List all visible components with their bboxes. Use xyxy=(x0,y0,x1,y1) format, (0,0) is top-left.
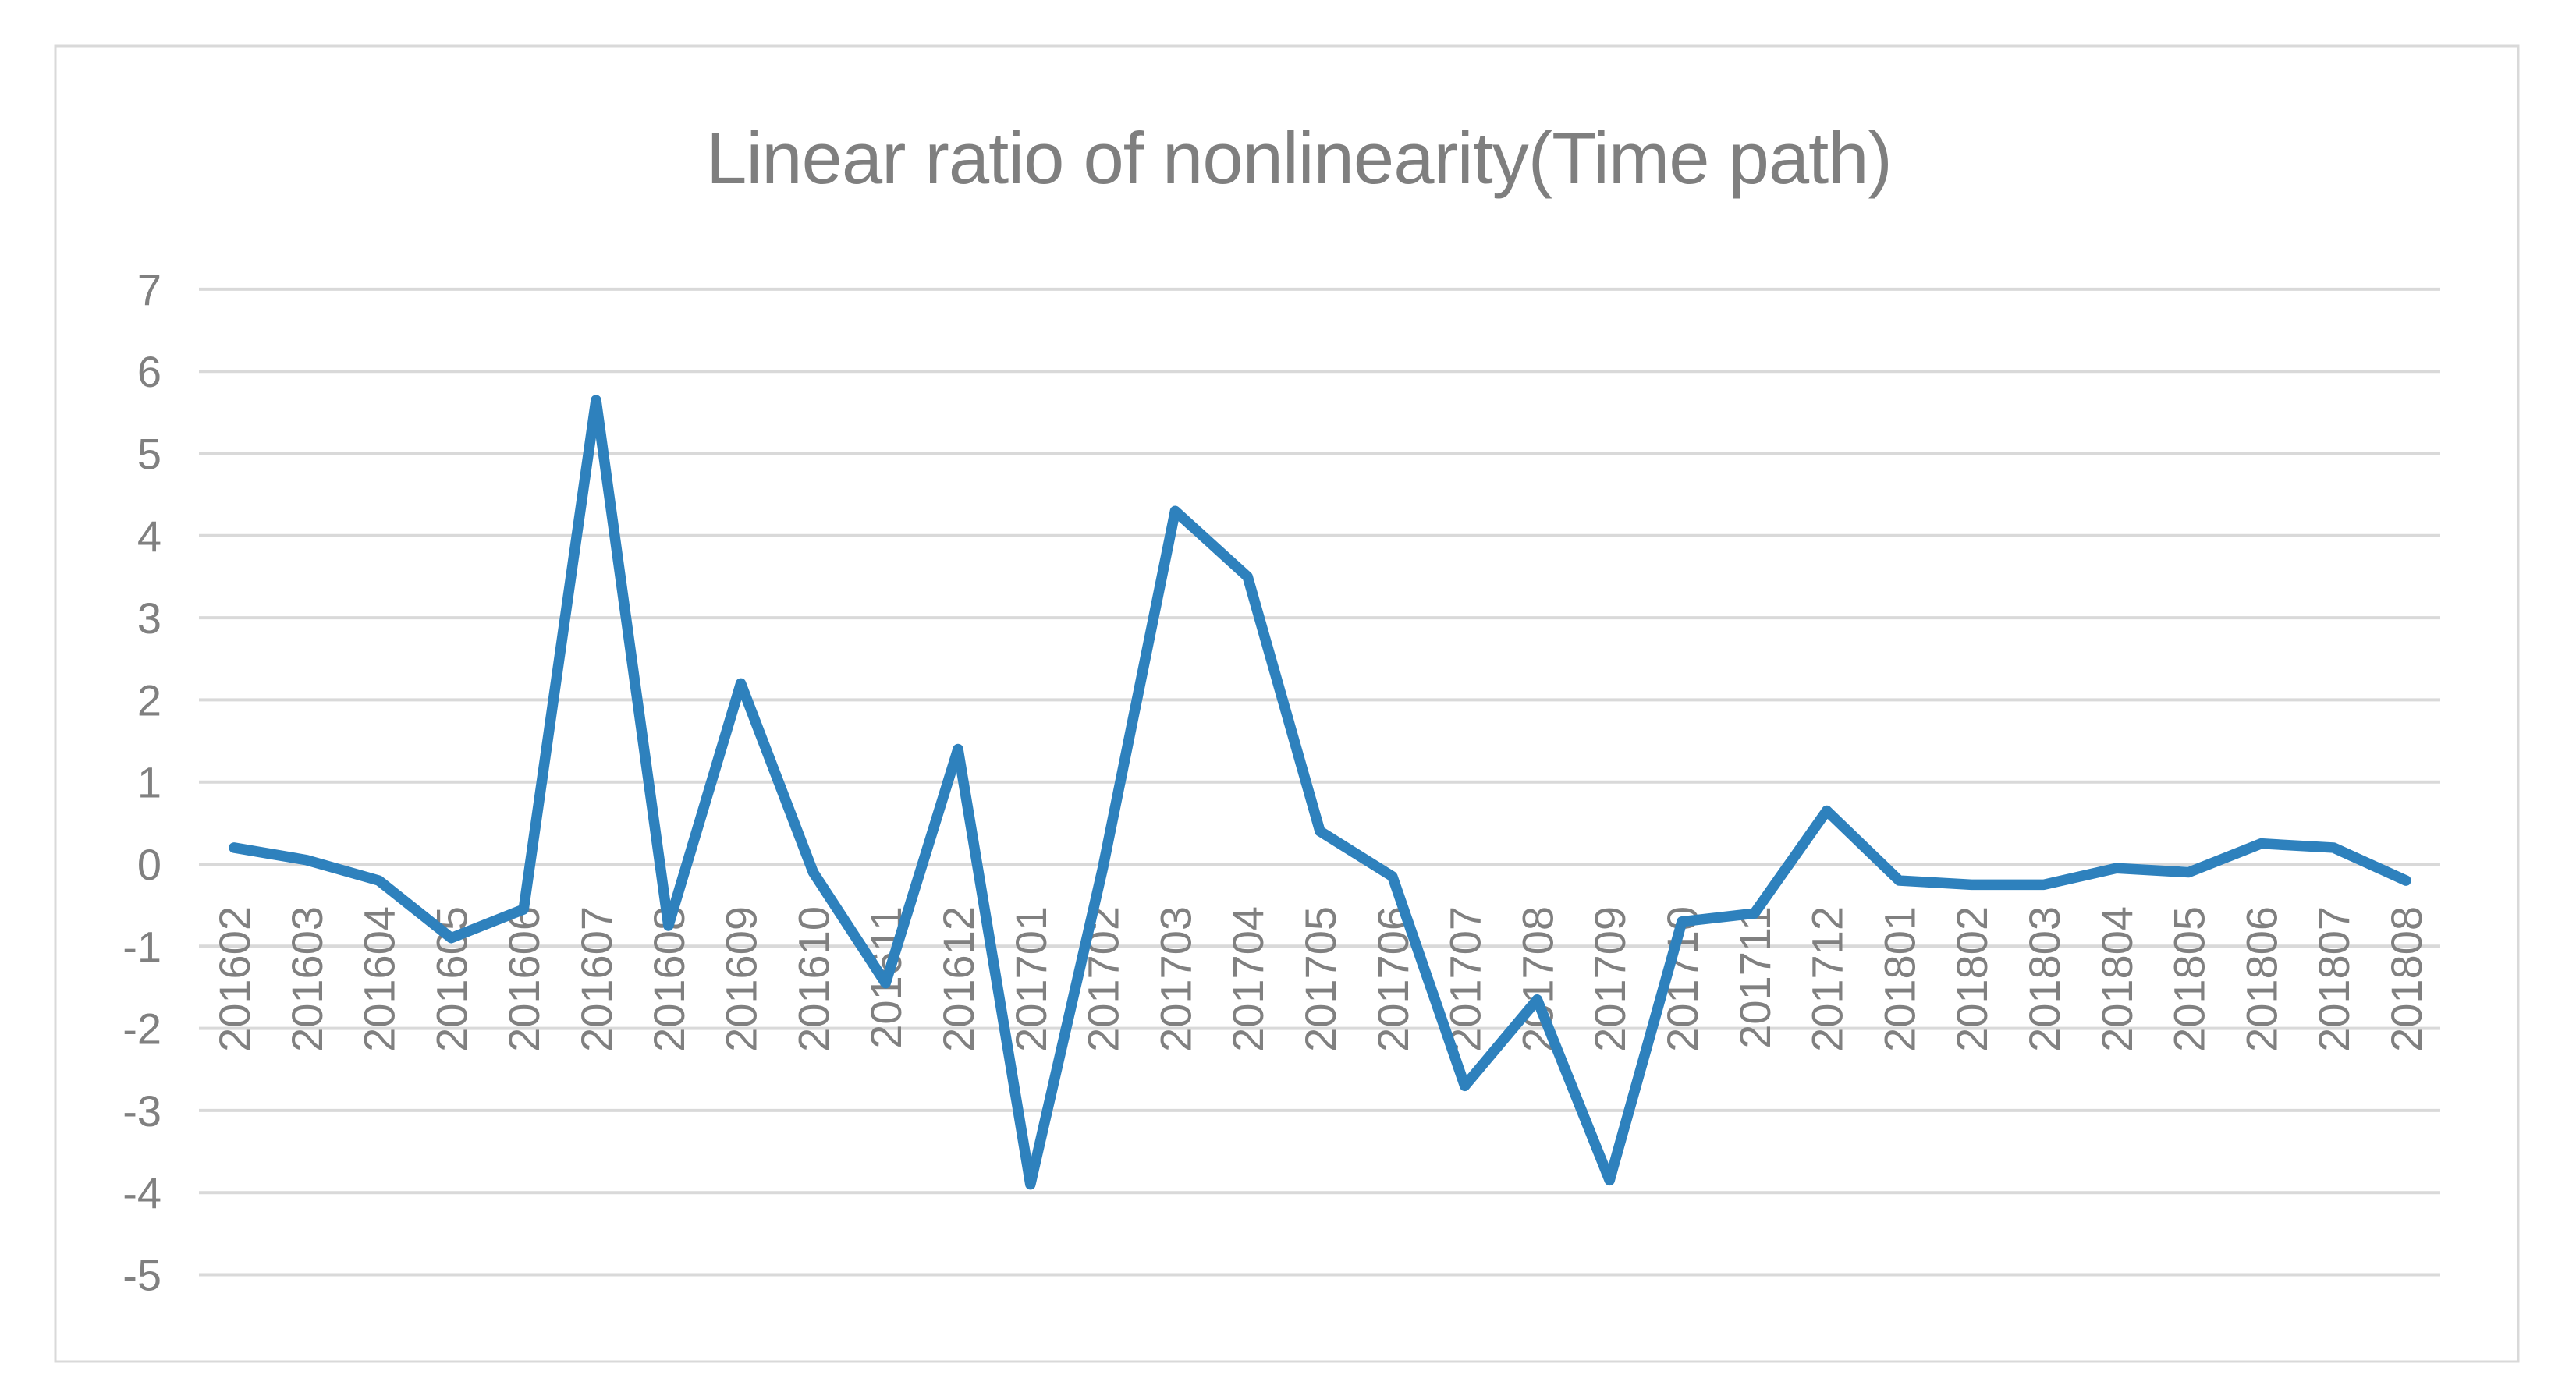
y-tick-label: 3 xyxy=(137,593,161,643)
chart-title: Linear ratio of nonlinearity(Time path) xyxy=(706,117,1892,199)
y-tick-label: -1 xyxy=(122,922,161,971)
y-tick-label: 2 xyxy=(137,675,161,725)
x-tick-label: 201711 xyxy=(1730,906,1779,1049)
x-tick-label: 201701 xyxy=(1006,906,1056,1052)
y-tick-label: -4 xyxy=(122,1168,161,1217)
series-line-group xyxy=(229,395,2411,1190)
x-tick-label: 201803 xyxy=(2020,906,2069,1052)
y-tick-label: -3 xyxy=(122,1086,161,1136)
x-tick-label: 201712 xyxy=(1803,906,1852,1052)
x-axis-labels: 201602 201603 201604 201605 201606 201607 2016… xyxy=(210,906,2431,1052)
x-tick-label: 201807 xyxy=(2309,906,2358,1052)
x-tick-label: 201804 xyxy=(2092,906,2141,1052)
x-tick-label: 201612 xyxy=(934,906,983,1052)
y-tick-label: 7 xyxy=(137,265,161,314)
y-tick-label: 6 xyxy=(137,347,161,396)
x-tick-label: 201808 xyxy=(2382,906,2431,1052)
x-tick-label: 201603 xyxy=(282,906,332,1052)
x-tick-label: 201607 xyxy=(572,906,621,1052)
chart-border xyxy=(54,44,2520,1363)
x-tick-label: 201606 xyxy=(499,906,548,1052)
x-tick-label: 201709 xyxy=(1585,906,1634,1052)
x-tick-label: 201610 xyxy=(789,906,838,1052)
x-tick-label: 201802 xyxy=(1947,906,1996,1052)
y-tick-label: 5 xyxy=(137,430,161,479)
x-tick-label: 201805 xyxy=(2165,906,2214,1052)
y-tick-label: -2 xyxy=(122,1004,161,1054)
y-tick-label: 4 xyxy=(137,512,161,561)
x-tick-label: 201609 xyxy=(717,906,766,1052)
y-gridlines xyxy=(199,287,2440,1277)
x-tick-label: 201705 xyxy=(1296,906,1345,1052)
x-tick-label: 201604 xyxy=(355,906,404,1052)
x-tick-label: 201806 xyxy=(2237,906,2286,1052)
y-tick-label: 1 xyxy=(137,758,161,807)
series-line xyxy=(229,395,2411,1190)
y-tick-label: -5 xyxy=(122,1251,161,1300)
y-tick-label: 0 xyxy=(137,840,161,889)
x-tick-label: 201704 xyxy=(1223,906,1272,1052)
x-tick-label: 201703 xyxy=(1151,906,1200,1052)
x-tick-label: 201801 xyxy=(1875,906,1924,1052)
x-tick-label: 201602 xyxy=(210,906,259,1052)
y-axis-labels: 7 6 5 4 3 2 1 0 -1 -2 -3 -4 -5 xyxy=(122,265,161,1300)
